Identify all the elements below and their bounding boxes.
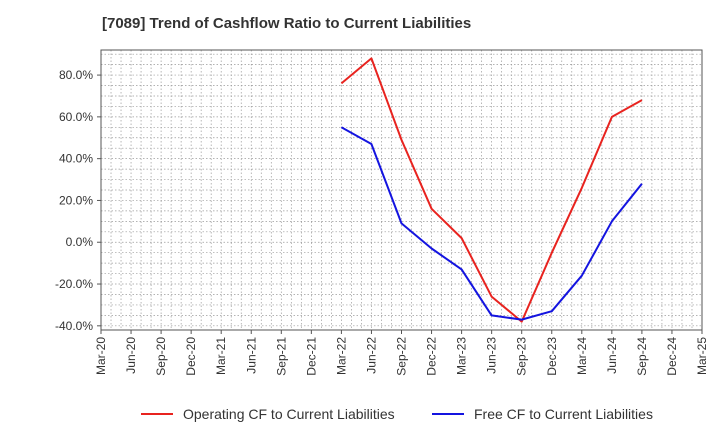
x-tick-label: Sep-22 [395,337,409,376]
y-tick-label: 0.0% [66,235,94,249]
x-tick-label: Dec-20 [184,337,198,376]
x-tick-label: Jun-22 [364,337,378,374]
x-tick-label: Mar-22 [334,337,348,375]
x-tick-label: Mar-23 [455,337,469,375]
x-tick-label: Sep-21 [274,337,288,376]
x-tick-label: Mar-24 [575,337,589,375]
x-tick-label: Jun-20 [124,337,138,374]
series-line-1 [340,57,643,323]
y-tick-label: -20.0% [55,277,93,291]
x-tick-label: Sep-23 [515,337,529,376]
x-tick-label: Jun-21 [244,337,258,374]
y-tick-label: 60.0% [59,110,93,124]
y-tick-label: 80.0% [59,68,93,82]
x-tick-label: Sep-20 [154,337,168,376]
y-tick-label: -40.0% [55,319,93,333]
y-tick-label: 20.0% [59,193,93,207]
x-tick-label: Jun-23 [485,337,499,374]
legend-label: Operating CF to Current Liabilities [183,406,395,422]
y-tick-label: 40.0% [59,152,93,166]
x-tick-label: Sep-24 [635,337,649,376]
chart-title: [7089] Trend of Cashflow Ratio to Curren… [102,15,472,32]
x-tick-label: Dec-24 [665,337,679,376]
x-tick-label: Dec-23 [545,337,559,376]
series-line-2 [340,126,643,321]
x-tick-label: Mar-20 [94,337,108,375]
x-tick-label: Jun-24 [605,337,619,374]
x-tick-label: Mar-25 [695,337,709,375]
x-tick-label: Dec-22 [425,337,439,376]
x-tick-label: Dec-21 [304,337,318,376]
x-tick-label: Mar-21 [214,337,228,375]
legend-label: Free CF to Current Liabilities [474,406,653,422]
